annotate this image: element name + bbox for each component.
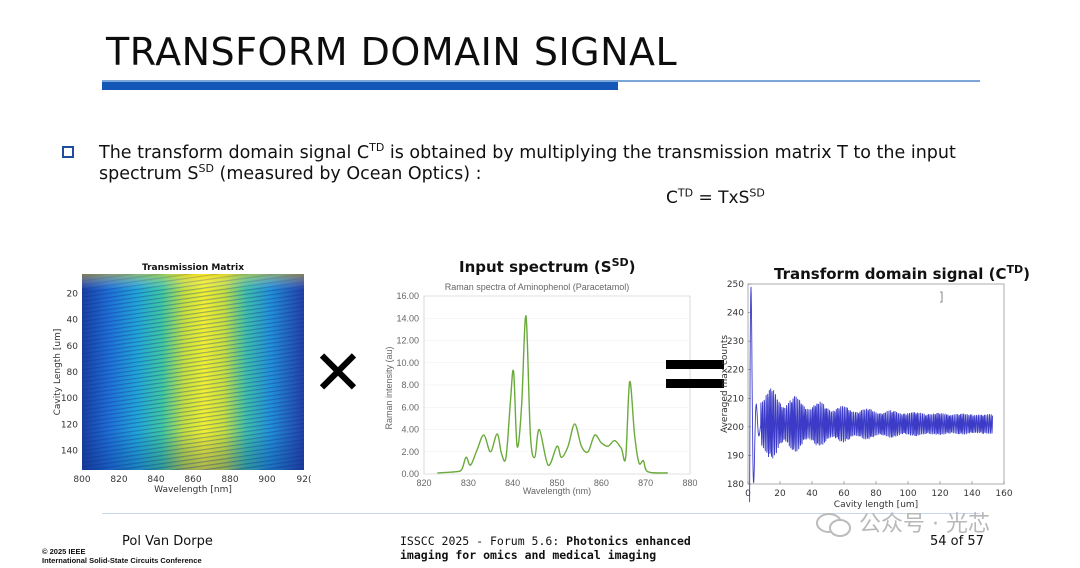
transform-xtick-label: 60 <box>838 489 850 499</box>
spectrum-ylabel: Raman intensity (au) <box>384 346 394 429</box>
matrix-xtick-label: 900 <box>258 475 275 485</box>
transform-ytick-label: 240 <box>727 309 744 319</box>
transform-ytick-label: 220 <box>727 366 744 376</box>
input-spectrum-chart: Raman spectra of Aminophenol (Paracetamo… <box>384 282 698 496</box>
spectrum-xtick-label: 880 <box>682 478 697 488</box>
spectrum-ytick-label: 4.00 <box>401 425 419 435</box>
conference-info: ISSCC 2025 - Forum 5.6: Photonics enhanc… <box>400 534 691 562</box>
footer-divider <box>102 513 980 514</box>
transform-panel-title: Transform domain signal (CTD) <box>774 263 1030 283</box>
spectrum-xtick-label: 870 <box>638 478 653 488</box>
spectrum-subtitle: Raman spectra of Aminophenol (Paracetamo… <box>445 282 630 292</box>
spectrum-ytick-label: 10.00 <box>396 358 419 368</box>
spectrum-ytick-label: 16.00 <box>396 291 419 301</box>
legend-stub <box>940 291 943 303</box>
transform-ytick-label: 200 <box>727 423 744 433</box>
watermark: 公众号 · 光芯 <box>816 506 990 538</box>
transform-xtick-label: 120 <box>931 489 948 499</box>
matrix-xtick-label: 840 <box>147 475 164 485</box>
spectrum-xtick-label: 830 <box>461 478 476 488</box>
matrix-ytick-label: 100 <box>61 394 78 404</box>
matrix-ytick-label: 120 <box>61 420 78 430</box>
transform-ytick-label: 190 <box>727 451 744 461</box>
multiply-icon: ✕ <box>312 336 364 409</box>
spectrum-ytick-label: 6.00 <box>401 402 419 412</box>
matrix-title: Transmission Matrix <box>142 263 244 273</box>
transform-ytick-label: 250 <box>727 280 744 290</box>
transform-y-ticks: 180 190 200 210 220 230 240 250 <box>727 280 751 490</box>
matrix-ylabel: Cavity Length [um] <box>53 329 63 416</box>
spectrum-series-line <box>437 315 668 474</box>
presenter-name: Pol Van Dorpe <box>122 534 213 549</box>
formula: CTD = TxSSD <box>666 186 765 208</box>
transform-ytick-label: 210 <box>727 394 744 404</box>
transform-xtick-label: 0 <box>745 489 751 499</box>
matrix-ytick-label: 60 <box>67 342 79 352</box>
matrix-xlabel: Wavelength [nm] <box>154 485 232 495</box>
matrix-ytick-label: 80 <box>67 368 79 378</box>
matrix-x-ticks: 800 820 840 860 880 900 92( <box>73 475 311 485</box>
transform-xtick-label: 80 <box>870 489 882 499</box>
matrix-ytick-label: 20 <box>67 290 79 300</box>
spectrum-panel-title: Input spectrum (SSD) <box>459 256 636 276</box>
spectrum-xtick-label: 820 <box>416 478 431 488</box>
spectrum-ytick-label: 14.00 <box>396 313 419 323</box>
matrix-xtick-label: 800 <box>73 475 90 485</box>
transform-ytick-label: 230 <box>727 337 744 347</box>
transform-xtick-label: 160 <box>995 489 1012 499</box>
spectrum-xlabel: Wavelength (nm) <box>523 486 591 496</box>
title-underline-thin <box>102 80 980 82</box>
matrix-ytick-label: 40 <box>67 316 79 326</box>
transform-xtick-label: 100 <box>899 489 916 499</box>
transform-xtick-label: 20 <box>774 489 786 499</box>
spectrum-ytick-label: 0.00 <box>401 469 419 479</box>
wechat-icon <box>816 513 851 537</box>
spectrum-ytick-label: 2.00 <box>401 447 419 457</box>
matrix-y-ticks: 20 40 60 80 100 120 140 <box>61 290 78 457</box>
ieee-copyright: © 2025 IEEE International Solid-State Cir… <box>42 547 202 565</box>
spectrum-xtick-label: 860 <box>594 478 609 488</box>
spectrum-xtick-label: 850 <box>549 478 564 488</box>
matrix-xtick-label: 92( <box>297 475 312 485</box>
transform-ytick-label: 180 <box>727 480 744 490</box>
spectrum-ytick-label: 8.00 <box>401 380 419 390</box>
spectrum-ytick-label: 12.00 <box>396 336 419 346</box>
transform-signal-chart: 180 190 200 210 220 230 240 250 0 20 40 60 80 100 120… <box>720 280 1013 510</box>
matrix-xtick-label: 820 <box>110 475 127 485</box>
transform-x-ticks: 0 20 40 60 80 100 120 140 160 <box>745 481 1013 499</box>
slide-title: TRANSFORM DOMAIN SIGNAL <box>106 30 678 74</box>
title-underline-thick <box>102 82 618 90</box>
matrix-xtick-label: 860 <box>184 475 201 485</box>
transform-xlabel: Cavity length [um] <box>834 500 918 510</box>
bullet-text: The transform domain signal CTD is obtai… <box>99 141 956 184</box>
transform-xtick-label: 140 <box>963 489 980 499</box>
transmission-matrix-chart: Transmission Matrix 20 40 60 80 100 120 140 80… <box>53 263 311 495</box>
transform-series-line <box>749 286 994 503</box>
transform-xtick-label: 40 <box>806 489 818 499</box>
transform-ylabel: Averaged max counts <box>720 335 730 433</box>
equals-icon <box>666 360 724 388</box>
bullet-square-icon <box>62 146 74 158</box>
matrix-ytick-label: 140 <box>61 446 78 456</box>
page-number: 54 of 57 <box>930 534 984 549</box>
spectrum-xtick-label: 840 <box>505 478 520 488</box>
spectrum-y-ticks: 0.00 2.00 4.00 6.00 8.00 10.00 12.00 14.00 16.00 <box>396 291 419 479</box>
matrix-xtick-label: 880 <box>221 475 238 485</box>
spectrum-x-ticks: 820 830 840 850 860 870 880 <box>416 478 697 488</box>
